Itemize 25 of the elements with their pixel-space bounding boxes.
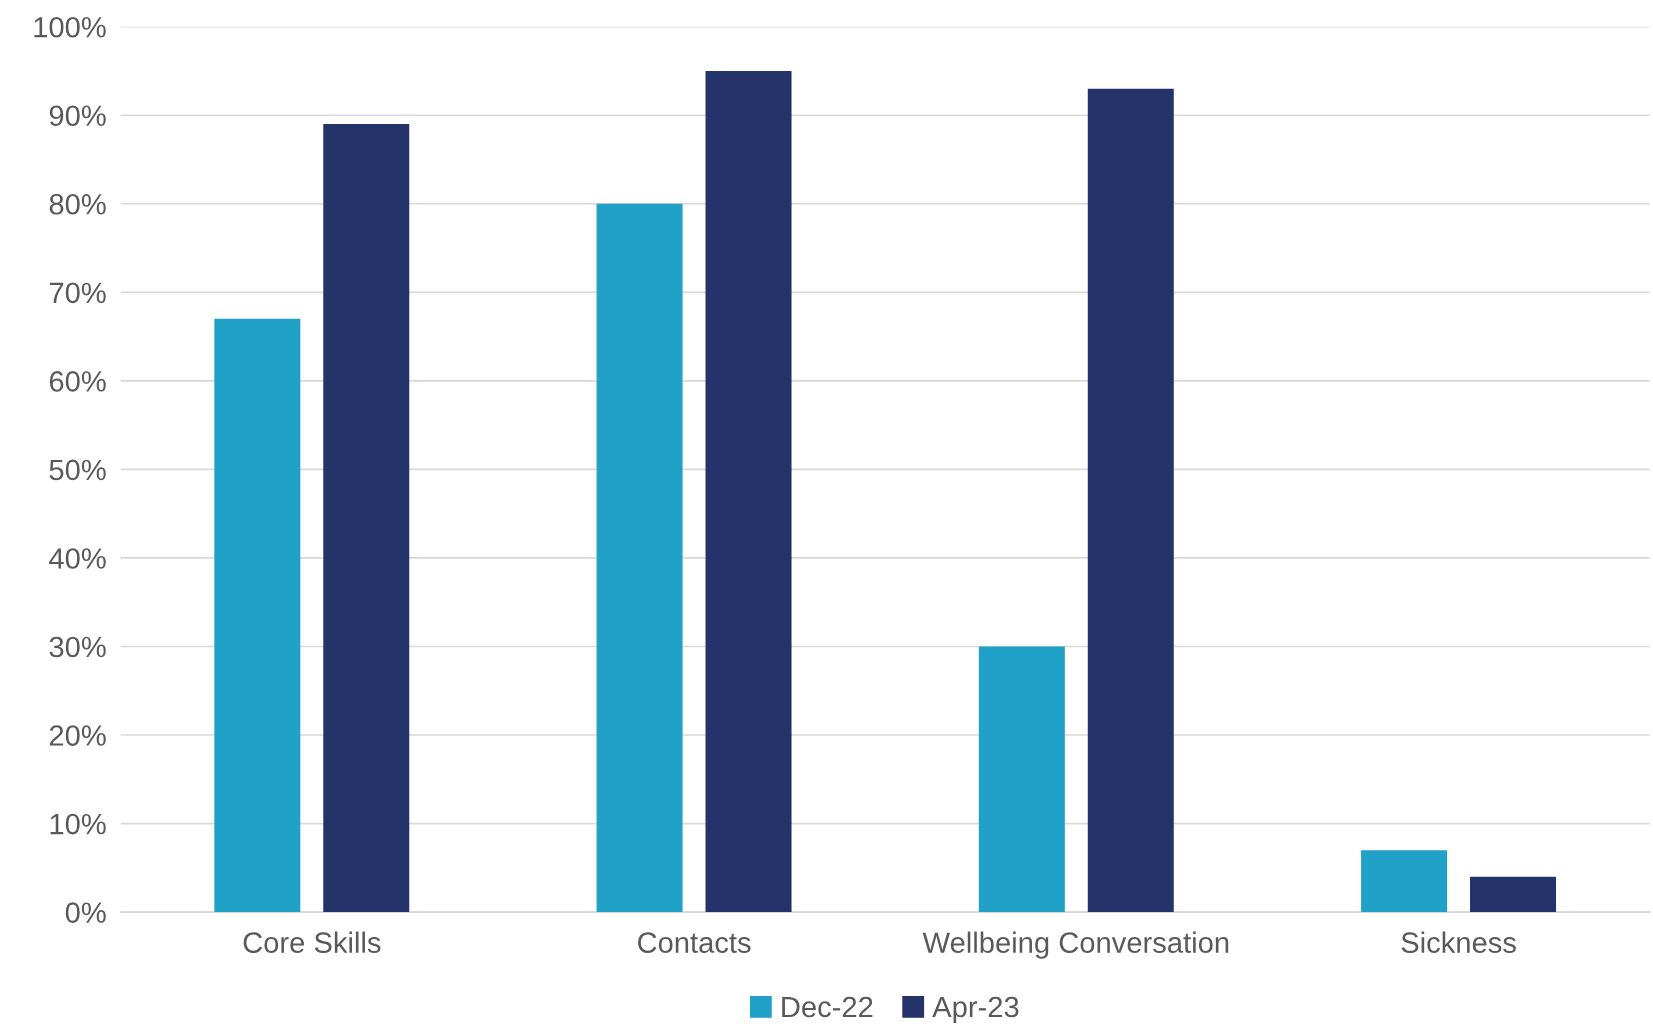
bar	[214, 318, 301, 913]
bar	[978, 646, 1065, 913]
y-tick-label: 10%	[50, 813, 106, 835]
legend-label: Dec-22	[782, 996, 873, 1018]
bar	[596, 203, 683, 913]
y-tick-label: 60%	[49, 371, 106, 392]
bar	[1087, 88, 1174, 913]
bar	[1470, 876, 1557, 913]
x-tick-label: Wellbeing Conversation	[922, 931, 1229, 959]
x-tick-label: Contacts	[637, 932, 751, 953]
bar	[705, 70, 792, 913]
x-tick-label: Core Skills	[243, 931, 381, 953]
y-tick-label: 30%	[49, 636, 106, 658]
y-tick-label: 80%	[49, 193, 106, 215]
y-tick-label: 50%	[49, 459, 106, 481]
y-tick-label: 40%	[49, 548, 106, 569]
legend-label: Apr-23	[932, 996, 1019, 1024]
bar	[323, 124, 410, 913]
y-tick-label: 100%	[34, 16, 106, 38]
y-tick-label: 0%	[65, 902, 106, 923]
bar	[1361, 850, 1448, 913]
x-tick-label: Sickness	[1401, 931, 1516, 953]
y-tick-label: 70%	[49, 282, 106, 304]
y-tick-label: 20%	[49, 725, 106, 746]
y-tick-label: 90%	[49, 105, 106, 127]
